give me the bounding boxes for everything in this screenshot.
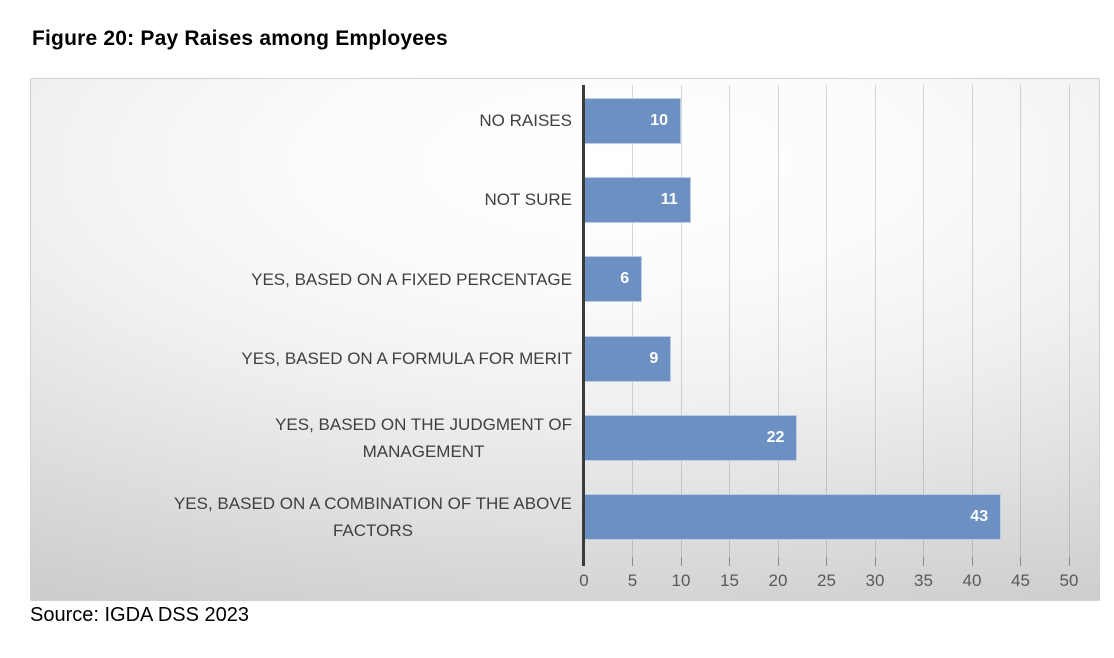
bar-value-label: 11 bbox=[660, 190, 678, 208]
gridline bbox=[826, 85, 827, 557]
axis-tick bbox=[729, 557, 730, 566]
axis-tick bbox=[1068, 557, 1070, 566]
x-tick-label: 30 bbox=[865, 571, 885, 590]
bar: 6 bbox=[584, 256, 643, 303]
gridline bbox=[729, 85, 730, 557]
chart-row: YES, BASED ON A FIXED PERCENTAGE 6 bbox=[31, 240, 1099, 319]
category-label: YES, BASED ON THE JUDGMENT OF MANAGEMENT bbox=[275, 414, 572, 461]
bar-value-label: 6 bbox=[620, 270, 630, 288]
chart-row: NOT SURE 11 bbox=[31, 160, 1099, 239]
x-tick-label: 25 bbox=[817, 571, 836, 590]
x-tick-label: 20 bbox=[768, 571, 788, 590]
axis-tick bbox=[826, 557, 827, 566]
axis-tick bbox=[971, 557, 973, 566]
bar-value-label: 9 bbox=[649, 349, 659, 367]
plot-area: 0 5 10 15 20 25 30 35 40 45 50 NO RAISES 10 NOT SURE 1… bbox=[31, 79, 1099, 600]
axis-tick bbox=[874, 557, 876, 566]
x-tick-label: 5 bbox=[627, 571, 638, 590]
axis-tick bbox=[632, 557, 633, 566]
gridline bbox=[632, 85, 633, 557]
axis-tick bbox=[680, 557, 682, 566]
chart-row: YES, BASED ON THE JUDGMENT OF MANAGEMENT… bbox=[31, 398, 1099, 477]
bar-value-label: 22 bbox=[766, 428, 785, 446]
axis-tick bbox=[1020, 557, 1021, 566]
x-tick-label: 15 bbox=[720, 571, 739, 590]
figure-title: Figure 20: Pay Raises among Employees bbox=[32, 27, 448, 50]
bar: 10 bbox=[584, 97, 681, 144]
gridline bbox=[680, 85, 682, 557]
bar: 9 bbox=[584, 335, 672, 382]
gridline bbox=[1020, 85, 1021, 557]
gridline bbox=[1068, 85, 1070, 557]
bar: 43 bbox=[584, 494, 1002, 541]
category-label: NOT SURE bbox=[484, 190, 572, 210]
chart-row: YES, BASED ON A FORMULA FOR MERIT 9 bbox=[31, 319, 1099, 398]
x-tick-label: 45 bbox=[1011, 571, 1030, 590]
bar: 11 bbox=[584, 176, 691, 223]
gridline bbox=[777, 85, 779, 557]
gridline bbox=[971, 85, 973, 557]
x-tick-label: 50 bbox=[1059, 571, 1079, 590]
gridline bbox=[923, 85, 924, 557]
category-label: NO RAISES bbox=[479, 111, 572, 131]
bar: 22 bbox=[584, 414, 798, 461]
category-label: YES, BASED ON A COMBINATION OF THE ABOVE… bbox=[173, 494, 572, 541]
axis-tick bbox=[923, 557, 924, 566]
x-tick-label: 35 bbox=[914, 571, 933, 590]
category-label: YES, BASED ON A FIXED PERCENTAGE bbox=[251, 269, 572, 289]
y-axis-line bbox=[582, 85, 585, 566]
x-tick-label: 0 bbox=[579, 571, 589, 590]
category-label: YES, BASED ON A FORMULA FOR MERIT bbox=[241, 349, 572, 369]
axis-tick bbox=[777, 557, 779, 566]
chart-row: YES, BASED ON A COMBINATION OF THE ABOVE… bbox=[31, 478, 1099, 557]
bar-value-label: 10 bbox=[650, 111, 668, 129]
x-tick-label: 40 bbox=[962, 571, 982, 590]
bar-chart: 0 5 10 15 20 25 30 35 40 45 50 NO RAISES 10 NOT SURE 1… bbox=[30, 78, 1100, 601]
source-text: Source: IGDA DSS 2023 bbox=[30, 604, 250, 626]
gridline bbox=[874, 85, 876, 557]
chart-row: NO RAISES 10 bbox=[31, 81, 1099, 160]
x-tick-label: 10 bbox=[671, 571, 691, 590]
bar-value-label: 43 bbox=[970, 508, 989, 526]
